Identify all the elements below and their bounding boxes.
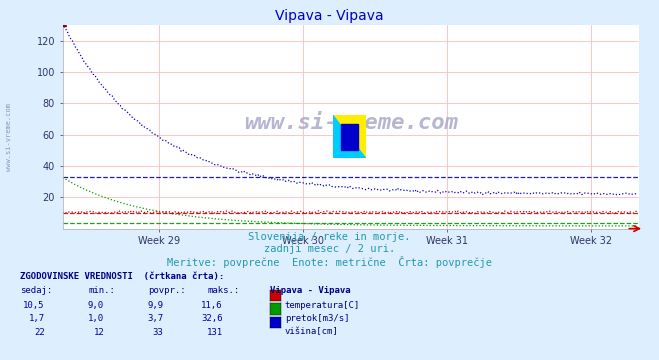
Text: Vipava - Vipava: Vipava - Vipava bbox=[270, 286, 351, 295]
Text: sedaj:: sedaj: bbox=[20, 286, 52, 295]
Text: 10,5: 10,5 bbox=[23, 301, 45, 310]
Text: maks.:: maks.: bbox=[208, 286, 240, 295]
Text: min.:: min.: bbox=[89, 286, 116, 295]
Text: 12: 12 bbox=[94, 328, 104, 337]
Text: 1,7: 1,7 bbox=[29, 314, 45, 323]
Text: temperatura[C]: temperatura[C] bbox=[285, 301, 360, 310]
Text: Vipava - Vipava: Vipava - Vipava bbox=[275, 9, 384, 23]
Polygon shape bbox=[333, 115, 366, 158]
Text: Meritve: povprečne  Enote: metrične  Črta: povprečje: Meritve: povprečne Enote: metrične Črta:… bbox=[167, 256, 492, 268]
Text: višina[cm]: višina[cm] bbox=[285, 328, 339, 337]
Text: 3,7: 3,7 bbox=[148, 314, 163, 323]
Polygon shape bbox=[333, 115, 366, 158]
Text: 32,6: 32,6 bbox=[201, 314, 223, 323]
Text: 22: 22 bbox=[34, 328, 45, 337]
Text: 9,0: 9,0 bbox=[88, 301, 104, 310]
Text: 11,6: 11,6 bbox=[201, 301, 223, 310]
FancyBboxPatch shape bbox=[341, 124, 357, 150]
Text: Slovenija / reke in morje.: Slovenija / reke in morje. bbox=[248, 232, 411, 242]
Text: 131: 131 bbox=[207, 328, 223, 337]
Text: 33: 33 bbox=[153, 328, 163, 337]
Text: 9,9: 9,9 bbox=[148, 301, 163, 310]
Text: www.si-vreme.com: www.si-vreme.com bbox=[5, 103, 12, 171]
Text: ZGODOVINSKE VREDNOSTI  (črtkana črta):: ZGODOVINSKE VREDNOSTI (črtkana črta): bbox=[20, 272, 224, 281]
Text: www.si-vreme.com: www.si-vreme.com bbox=[244, 113, 458, 133]
Text: 1,0: 1,0 bbox=[88, 314, 104, 323]
Text: povpr.:: povpr.: bbox=[148, 286, 186, 295]
Text: zadnji mesec / 2 uri.: zadnji mesec / 2 uri. bbox=[264, 244, 395, 254]
Text: pretok[m3/s]: pretok[m3/s] bbox=[285, 314, 349, 323]
